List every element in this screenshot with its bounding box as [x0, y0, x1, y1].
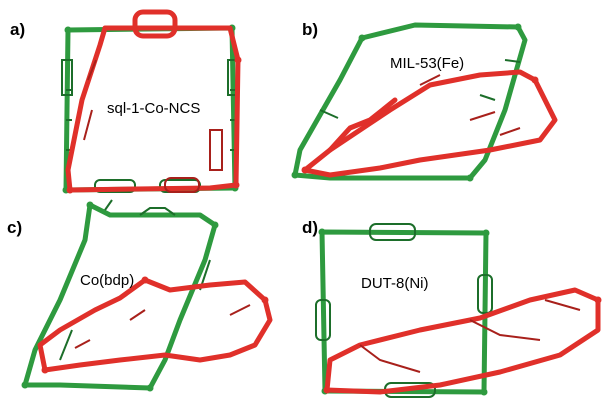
panel-c-red-framework [37, 276, 273, 374]
panel-b-name: MIL-53(Fe) [390, 55, 465, 72]
panel-c-green-framework [21, 199, 219, 392]
panel-a-name: sql-1-Co-NCS [107, 100, 201, 117]
panel-b-green-framework [291, 22, 528, 182]
panel-c-name: Co(bdp) [80, 272, 135, 289]
panel-a-red-framework [65, 9, 242, 194]
panel-b-letter: b) [302, 20, 319, 39]
panel-d-red-framework [323, 287, 602, 395]
panel-a-letter: a) [10, 20, 26, 39]
panel-c-letter: c) [7, 218, 23, 237]
panel-d-name: DUT-8(Ni) [361, 275, 429, 292]
panel-d-letter: d) [302, 218, 319, 237]
panel-b-red-framework [301, 69, 558, 178]
panel-d-green-framework [315, 223, 493, 398]
